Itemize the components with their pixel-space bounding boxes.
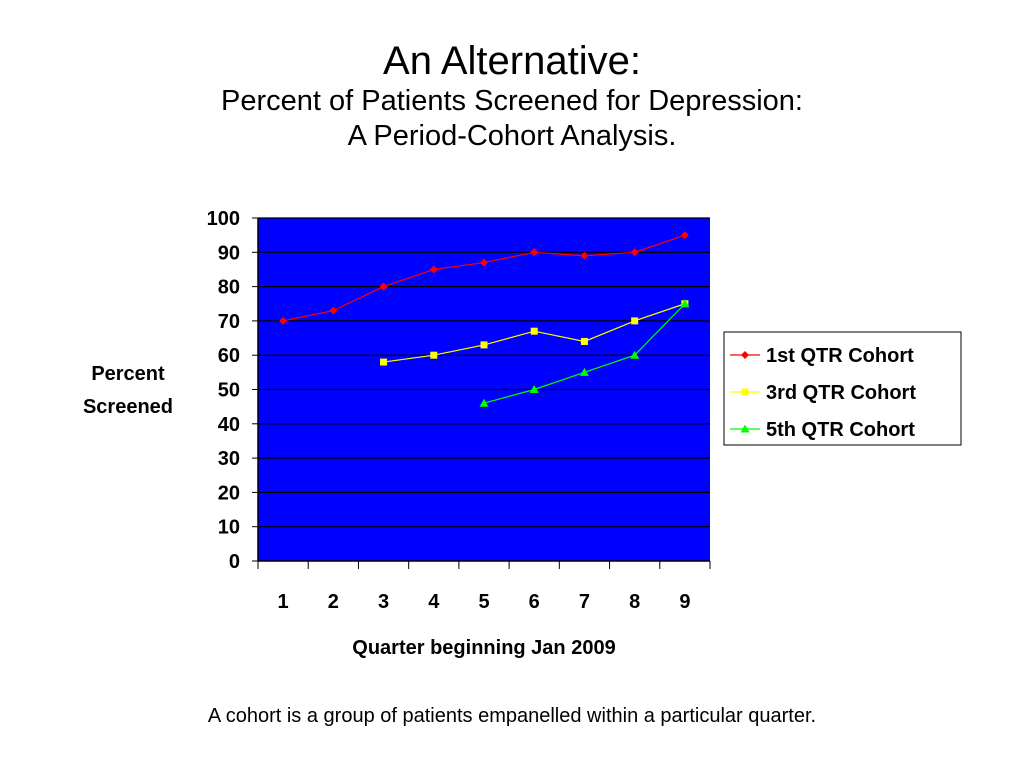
y-tick-label: 90 [218, 242, 240, 264]
data-point [430, 351, 438, 359]
x-tick-label: 6 [529, 591, 540, 613]
legend: 1st QTR Cohort 3rd QTR Cohort 5th QTR Coho… [723, 331, 962, 446]
data-point [579, 367, 589, 376]
data-point [580, 337, 588, 345]
data-point [480, 258, 488, 267]
y-tick-label: 50 [218, 380, 240, 402]
x-tick-label: 3 [378, 591, 389, 613]
data-point [279, 316, 288, 325]
x-tick-label: 5 [478, 591, 489, 613]
data-point [379, 282, 388, 291]
y-tick-label: 10 [218, 517, 240, 539]
y-axis-label-line1: Percent [91, 363, 165, 385]
x-axis-ticks: 1 2 3 4 5 6 7 8 9 [257, 561, 711, 613]
x-tick-label: 7 [579, 591, 590, 613]
gridlines [258, 217, 710, 528]
data-point [630, 248, 639, 257]
legend-swatch-marker [740, 424, 750, 433]
y-tick-label: 40 [218, 414, 240, 436]
legend-swatch-marker [741, 351, 749, 359]
data-point [530, 327, 538, 335]
x-tick-label: 1 [278, 591, 289, 613]
legend-label: 5th QTR Cohort [766, 419, 915, 441]
caption: A cohort is a group of patients empanell… [207, 705, 817, 727]
y-tick-label: 80 [218, 277, 240, 299]
data-point [529, 385, 539, 393]
data-point [380, 358, 388, 366]
x-tick-label: 8 [629, 591, 640, 613]
data-point [680, 231, 689, 240]
series-triangle [479, 299, 690, 407]
slide-subtitle-line1: Percent of Patients Screened for Depress… [221, 85, 803, 117]
series-lines [279, 231, 690, 407]
legend-swatch-marker [741, 388, 749, 396]
legend-label: 3rd QTR Cohort [766, 382, 916, 404]
data-point [631, 317, 639, 325]
data-point [479, 398, 489, 407]
data-point [329, 306, 338, 315]
data-point [530, 248, 539, 257]
slide-title: An Alternative: [383, 39, 641, 83]
x-axis-label: Quarter beginning Jan 2009 [352, 637, 615, 659]
y-tick-label: 60 [218, 345, 240, 367]
data-point [429, 265, 438, 274]
legend-label: 1st QTR Cohort [766, 345, 914, 367]
slide-subtitle-line2: A Period-Cohort Analysis. [347, 120, 677, 152]
x-tick-label: 2 [328, 591, 339, 613]
y-tick-label: 0 [229, 551, 240, 573]
x-tick-label: 4 [428, 591, 440, 613]
y-tick-label: 70 [218, 311, 240, 333]
title-block: An Alternative: Percent of Patients Scre… [0, 38, 1024, 154]
data-point [680, 299, 690, 308]
y-tick-label: 100 [207, 208, 240, 230]
data-point [580, 251, 589, 260]
y-tick-label: 30 [218, 448, 240, 470]
data-point [630, 350, 640, 359]
y-tick-label: 20 [218, 482, 240, 504]
y-axis-ticks: 0 10 20 30 40 50 60 70 80 90 100 [207, 208, 258, 573]
data-point [480, 341, 488, 349]
x-tick-label: 9 [679, 591, 690, 613]
series-diamond [279, 231, 689, 325]
legend-box [723, 331, 962, 446]
y-axis-label-line2: Screened [83, 396, 173, 418]
